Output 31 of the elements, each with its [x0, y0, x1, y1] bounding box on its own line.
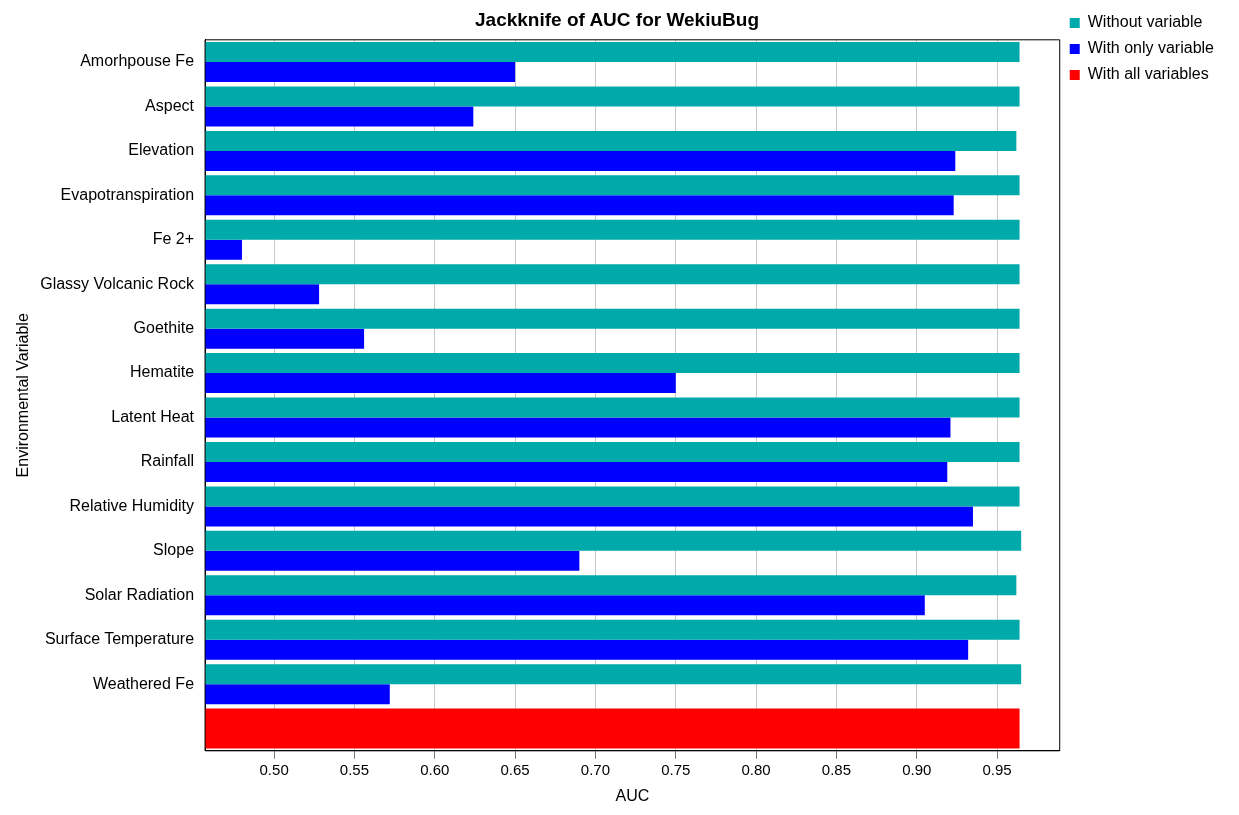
- x-tick-label: 0.60: [420, 760, 450, 778]
- y-tick-label: Weathered Fe: [92, 674, 195, 692]
- x-tick-label: 0.90: [902, 760, 932, 778]
- y-tick-label: Surface Temperature: [44, 630, 195, 648]
- y-tick-label: Relative Humidity: [69, 496, 195, 514]
- x-tick-label: 0.65: [500, 760, 530, 778]
- legend-label: With all variables: [1087, 65, 1209, 83]
- y-tick-label: Elevation: [128, 141, 195, 159]
- y-tick-label: Hematite: [130, 363, 195, 381]
- y-axis-title: Environmental Variable: [14, 313, 32, 478]
- x-tick-label: 0.75: [661, 760, 691, 778]
- chart-title: Jackknife of AUC for WekiuBug: [475, 8, 759, 30]
- x-tick-label: 0.95: [982, 760, 1012, 778]
- legend-label: With only variable: [1087, 39, 1215, 57]
- y-tick-label: Rainfall: [140, 452, 195, 470]
- x-tick-label: 0.55: [339, 760, 370, 778]
- y-tick-label: Amorhpouse Fe: [80, 52, 195, 70]
- x-tick-label: 0.50: [259, 760, 289, 778]
- legend-label: Without variable: [1087, 13, 1203, 31]
- y-tick-label: Fe 2+: [152, 230, 195, 248]
- x-axis-title: AUC: [615, 786, 650, 804]
- y-tick-label: Glassy Volcanic Rock: [40, 274, 196, 292]
- y-tick-label: Solar Radiation: [84, 585, 195, 603]
- y-tick-label: Aspect: [145, 96, 195, 114]
- y-tick-label: Latent Heat: [111, 407, 195, 425]
- x-tick-label: 0.80: [741, 760, 771, 778]
- y-tick-label: Evapotranspiration: [60, 185, 195, 203]
- x-tick-label: 0.85: [821, 760, 852, 778]
- y-tick-label: Goethite: [133, 319, 195, 337]
- y-tick-label: Slope: [153, 541, 195, 559]
- x-tick-label: 0.70: [580, 760, 611, 778]
